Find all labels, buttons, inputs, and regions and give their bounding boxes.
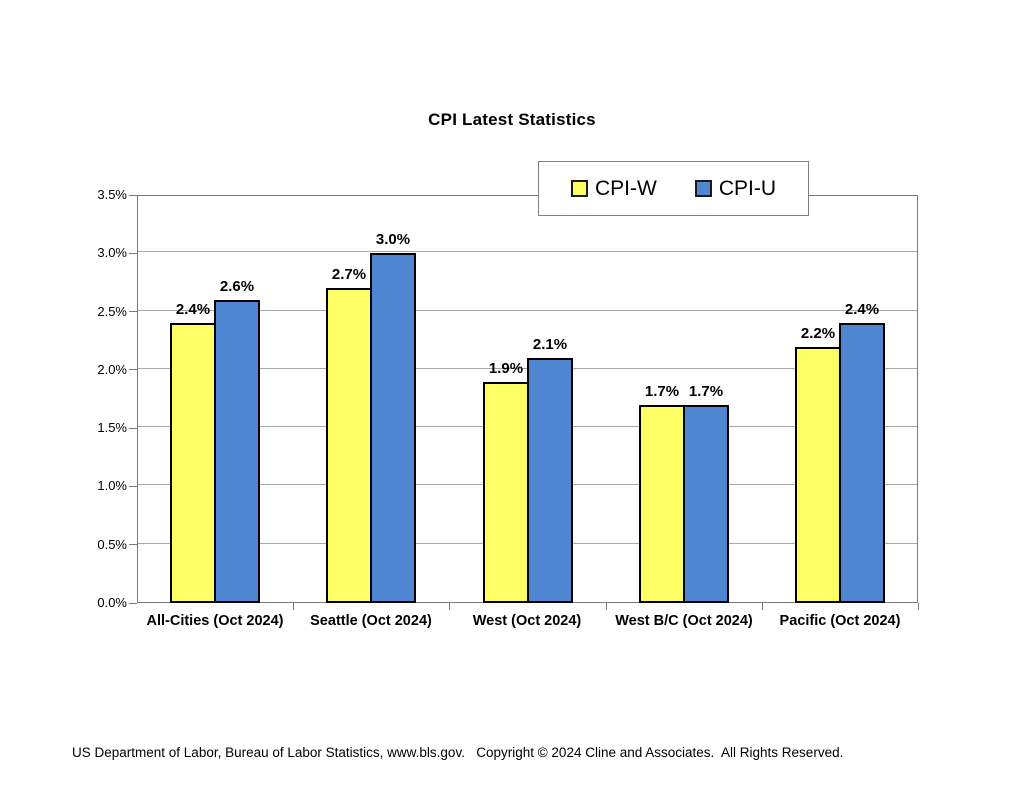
bar-cpi-u-3	[527, 358, 573, 603]
bar-cpi-u-4	[683, 405, 729, 603]
y-tick-mark	[129, 252, 137, 254]
bar-value-label: 2.6%	[219, 278, 255, 295]
x-tick-mark	[293, 603, 294, 610]
bar-value-label: 1.7%	[688, 383, 724, 400]
y-tick-label: 1.0%	[97, 478, 127, 494]
x-tick-mark	[606, 603, 607, 610]
x-category-label: Pacific (Oct 2024)	[779, 613, 901, 629]
y-gridline	[138, 309, 917, 311]
bar-value-label: 1.7%	[644, 383, 680, 400]
y-tick-label: 3.5%	[97, 187, 127, 202]
legend-label: CPI-W	[595, 176, 657, 200]
y-tick-label: 2.0%	[97, 361, 127, 377]
x-category-label: West B/C (Oct 2024)	[615, 613, 753, 629]
y-gridline	[138, 251, 917, 253]
x-tick-mark	[449, 603, 450, 610]
legend-label: CPI-U	[718, 176, 776, 200]
bar-cpi-w-1	[170, 323, 216, 603]
y-tick-label: 3.0%	[97, 245, 127, 261]
x-category-label: Seattle (Oct 2024)	[310, 613, 432, 629]
x-category-label: All-Cities (Oct 2024)	[146, 613, 284, 629]
y-tick-label: 1.5%	[97, 420, 127, 436]
bar-cpi-u-5	[839, 323, 885, 603]
chart-title: CPI Latest Statistics	[428, 110, 596, 129]
y-tick-mark	[129, 427, 137, 429]
bar-cpi-u-1	[214, 300, 260, 603]
bar-value-label: 2.1%	[532, 336, 568, 353]
x-category-label: West (Oct 2024)	[472, 613, 582, 629]
y-tick-mark	[129, 544, 137, 546]
x-tick-mark	[918, 603, 919, 610]
x-tick-mark	[762, 603, 763, 610]
legend-item-cpi-u: CPI-U	[694, 176, 776, 201]
bar-cpi-u-2	[370, 253, 416, 603]
bar-cpi-w-3	[483, 382, 529, 603]
y-tick-label: 0.0%	[97, 595, 127, 610]
y-tick-mark	[129, 194, 137, 196]
bar-value-label: 2.7%	[331, 266, 367, 283]
footer-attribution: US Department of Labor, Bureau of Labor …	[72, 745, 844, 760]
bar-value-label: 2.4%	[175, 301, 211, 318]
chart-legend: CPI-W CPI-U	[538, 161, 809, 216]
legend-item-cpi-w: CPI-W	[571, 177, 657, 201]
bar-value-label: 1.9%	[488, 360, 524, 377]
bar-cpi-w-2	[326, 288, 372, 603]
legend-swatch-cpi-u	[694, 180, 712, 197]
legend-swatch-cpi-w	[571, 180, 588, 197]
bar-value-label: 3.0%	[375, 231, 411, 248]
y-tick-mark	[129, 369, 137, 371]
y-tick-mark	[129, 311, 137, 313]
y-tick-mark	[129, 485, 137, 487]
y-tick-label: 2.5%	[97, 303, 127, 319]
y-tick-mark	[129, 602, 137, 604]
bar-value-label: 2.2%	[800, 325, 836, 342]
bar-cpi-w-4	[639, 405, 685, 603]
y-tick-label: 0.5%	[97, 536, 127, 552]
bar-cpi-w-5	[795, 347, 841, 603]
bar-value-label: 2.4%	[844, 301, 880, 318]
